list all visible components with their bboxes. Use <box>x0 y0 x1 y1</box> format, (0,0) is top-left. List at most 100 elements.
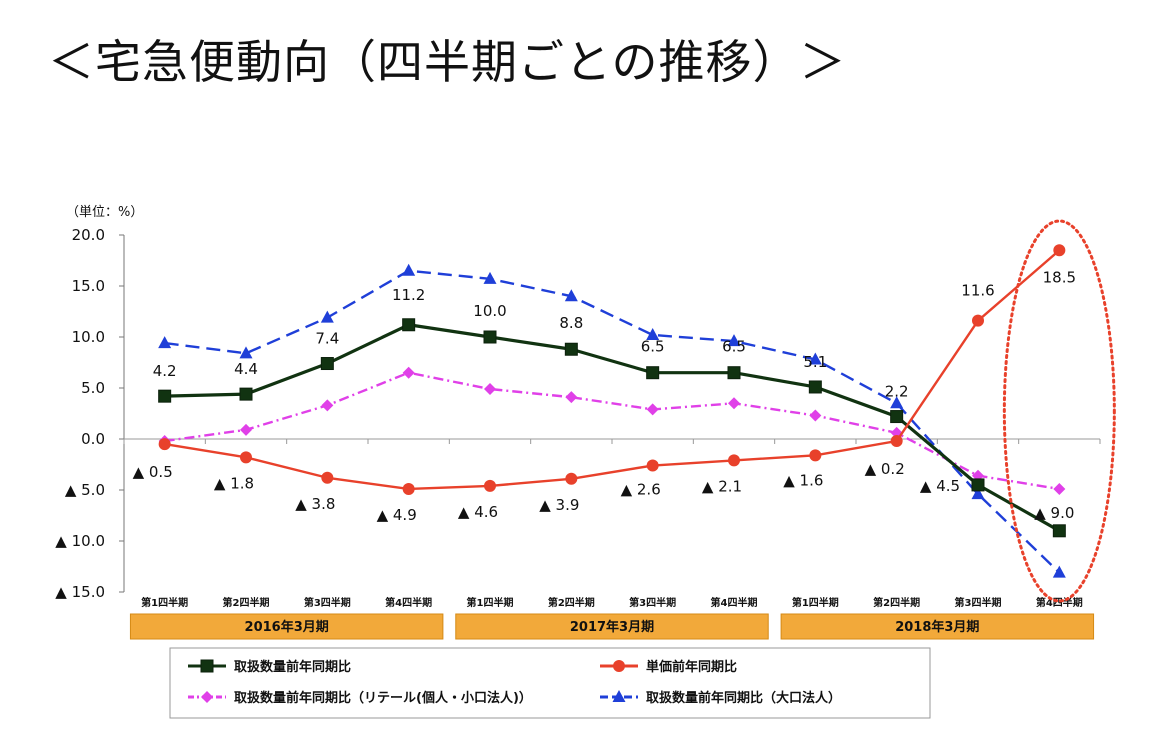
data-label: ▲ 0.5 <box>133 463 173 481</box>
period-bar <box>780 613 1095 640</box>
data-point <box>809 449 822 462</box>
y-tick-label: ▲ 15.0 <box>55 583 105 601</box>
x-tick-label: 第3四半期 <box>955 596 1002 609</box>
data-label: ▲ 1.6 <box>783 471 823 489</box>
data-label: ▲ 4.9 <box>377 506 417 524</box>
x-tick-label: 第3四半期 <box>629 596 676 609</box>
series-line <box>164 269 1061 574</box>
data-point <box>971 487 985 500</box>
legend-label: 単価前年同期比 <box>646 659 737 675</box>
data-point <box>402 263 416 276</box>
data-point <box>158 438 171 451</box>
y-tick-label: ▲ 5.0 <box>65 481 105 499</box>
data-point <box>483 330 497 344</box>
data-point <box>402 366 415 379</box>
period-bar <box>455 613 769 640</box>
data-label: 4.4 <box>234 360 258 378</box>
data-label: 11.2 <box>392 286 425 304</box>
x-tick-label: 第2四半期 <box>548 596 595 609</box>
data-point <box>727 366 741 380</box>
data-point <box>484 479 496 492</box>
data-label: ▲ 3.8 <box>295 495 335 513</box>
series-line <box>164 323 1061 533</box>
data-point <box>890 435 903 448</box>
y-tick-label: 10.0 <box>72 328 105 346</box>
x-tick-label: 第4四半期 <box>711 596 758 609</box>
page-title: ＜宅急便動向（四半期ごとの推移）＞ <box>48 35 847 89</box>
period-bar <box>129 613 444 640</box>
x-tick-label: 第2四半期 <box>223 596 270 609</box>
data-label: ▲ 0.2 <box>865 460 905 478</box>
data-point <box>809 409 822 422</box>
data-point <box>890 396 904 409</box>
data-label: 11.6 <box>961 282 994 300</box>
data-point <box>320 310 334 323</box>
legend-label: 取扱数量前年同期比（大口法人） <box>646 690 841 706</box>
data-label: 10.0 <box>473 302 506 320</box>
data-point <box>972 314 984 327</box>
data-point <box>646 459 659 472</box>
x-tick-label: 第4四半期 <box>385 596 432 609</box>
data-point <box>1052 524 1066 538</box>
data-label: ▲ 3.9 <box>539 496 579 514</box>
data-label: 2.2 <box>885 383 909 401</box>
data-point <box>727 334 741 347</box>
series-line <box>164 371 1060 491</box>
data-point <box>565 472 578 485</box>
data-point <box>646 327 660 340</box>
data-point <box>564 342 578 356</box>
data-label: ▲ 4.5 <box>920 477 960 495</box>
legend-marker <box>612 690 626 702</box>
data-point <box>320 357 334 371</box>
x-tick-label: 第4四半期 <box>1036 596 1083 609</box>
x-tick-label: 第2四半期 <box>873 596 920 609</box>
legend-marker <box>201 691 213 703</box>
data-label: ▲ 9.0 <box>1034 504 1074 522</box>
x-tick-label: 第1四半期 <box>792 596 839 609</box>
data-point <box>321 399 334 412</box>
data-point <box>239 387 253 401</box>
data-point <box>483 271 497 284</box>
data-point <box>402 482 415 495</box>
data-point <box>158 389 172 403</box>
data-point <box>321 471 334 484</box>
y-tick-label: 20.0 <box>72 226 105 244</box>
data-point <box>402 318 416 332</box>
y-tick-label: ▲ 10.0 <box>55 532 105 550</box>
x-tick-label: 第1四半期 <box>141 596 188 609</box>
data-point <box>565 391 578 404</box>
period-label: 2017年3月期 <box>570 619 654 635</box>
data-label: ▲ 4.6 <box>458 503 498 521</box>
data-label: 4.2 <box>153 362 177 380</box>
data-label: ▲ 2.1 <box>702 477 742 495</box>
legend-box <box>169 647 931 719</box>
legend-label: 取扱数量前年同期比 <box>234 659 351 675</box>
data-point <box>808 352 822 365</box>
data-point <box>240 423 252 436</box>
unit-label: （単位：%） <box>66 204 143 220</box>
data-point <box>646 366 660 380</box>
y-tick-label: 0.0 <box>81 430 105 448</box>
legend-marker <box>200 659 214 673</box>
data-label: 18.5 <box>1043 268 1076 286</box>
x-tick-label: 第3四半期 <box>304 596 351 609</box>
data-point <box>808 380 822 394</box>
legend-marker <box>613 660 625 672</box>
data-point <box>1053 244 1066 257</box>
data-label: 8.8 <box>559 314 583 332</box>
data-point <box>728 454 740 467</box>
data-label: 6.5 <box>641 338 665 356</box>
data-label: ▲ 1.8 <box>214 474 254 492</box>
data-label: ▲ 2.6 <box>621 481 661 499</box>
data-point <box>728 397 740 410</box>
data-point <box>1052 565 1066 578</box>
y-tick-label: 5.0 <box>81 379 105 397</box>
legend-label: 取扱数量前年同期比（リテール(個人・小口法人)） <box>234 690 532 706</box>
data-point <box>239 346 253 359</box>
period-label: 2018年3月期 <box>895 619 979 635</box>
data-label: 5.1 <box>803 353 827 371</box>
data-point <box>158 336 172 349</box>
data-label: 7.4 <box>315 330 339 348</box>
data-point <box>1053 482 1066 495</box>
